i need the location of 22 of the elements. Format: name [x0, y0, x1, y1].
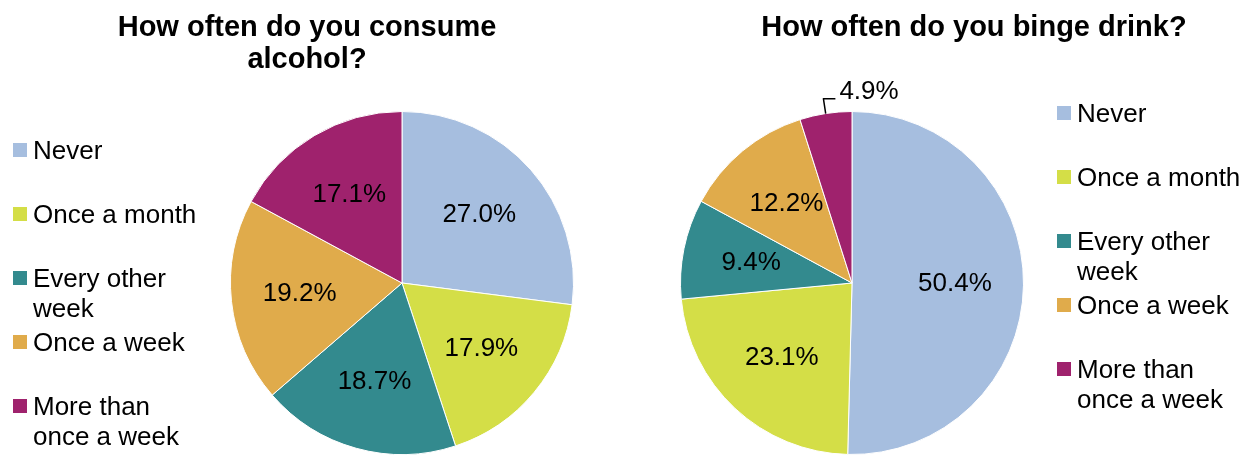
data-label: 12.2%	[749, 186, 824, 217]
data-label: 17.9%	[444, 331, 519, 362]
legend-label: Every other week	[1077, 226, 1211, 286]
legend-label: More than once a week	[1077, 354, 1224, 414]
data-label: 9.4%	[721, 245, 781, 276]
legend-label: Never	[33, 135, 104, 165]
data-label: 23.1%	[744, 341, 819, 372]
legend-label: More than once a week	[33, 391, 180, 451]
legend-label: Once a week	[33, 327, 186, 357]
chart-title: How often do you binge drink?	[760, 10, 1188, 42]
legend-label: Once a month	[1077, 162, 1242, 192]
data-label: 17.1%	[312, 177, 387, 208]
data-label: 50.4%	[918, 267, 992, 298]
data-label: 19.2%	[262, 277, 337, 308]
legend-label: Once a month	[33, 199, 198, 229]
legend-label: Never	[1077, 98, 1148, 128]
legend-label: Every other week	[33, 263, 167, 323]
chart-title: How often do you consume alcohol?	[116, 10, 498, 74]
data-label: 18.7%	[337, 365, 412, 396]
data-label: 27.0%	[442, 198, 517, 229]
legend-label: Once a week	[1077, 290, 1230, 320]
data-label: 4.9%	[839, 74, 899, 105]
